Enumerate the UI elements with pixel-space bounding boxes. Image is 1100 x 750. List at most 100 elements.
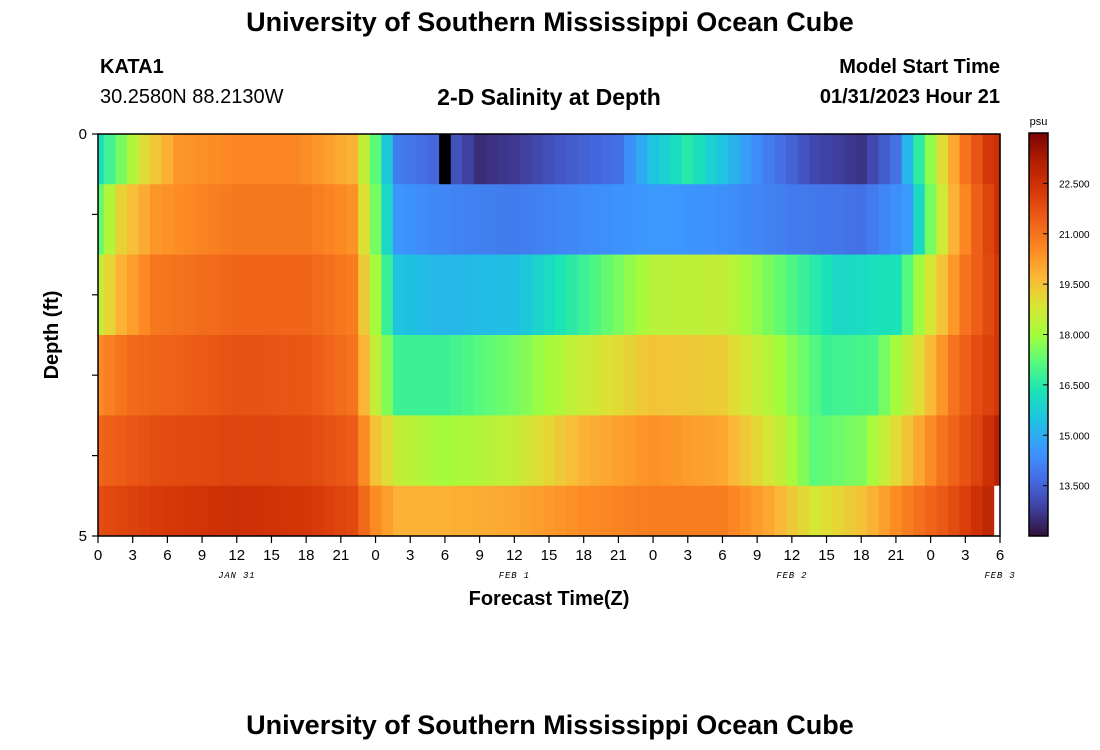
heatmap-cell bbox=[809, 485, 822, 537]
heatmap-cell bbox=[577, 415, 591, 487]
heatmap-cell bbox=[126, 335, 140, 416]
heatmap-cell bbox=[705, 254, 718, 336]
heatmap-cell bbox=[288, 184, 301, 256]
heatmap-cell bbox=[624, 184, 637, 256]
heatmap-cell bbox=[115, 415, 128, 487]
y-axis-title: Depth (ft) bbox=[41, 291, 63, 380]
heatmap-cell bbox=[681, 134, 695, 185]
heatmap-cell bbox=[381, 134, 394, 185]
heatmap-cell bbox=[797, 134, 810, 185]
heatmap-cell bbox=[496, 485, 510, 537]
heatmap-cell bbox=[196, 485, 209, 537]
heatmap-cell bbox=[647, 415, 660, 487]
heatmap-cell bbox=[485, 134, 498, 185]
heatmap-cell bbox=[98, 184, 105, 256]
heatmap-cell bbox=[982, 184, 995, 256]
heatmap-cell bbox=[670, 184, 683, 256]
heatmap-cell bbox=[936, 485, 949, 537]
heatmap-cell bbox=[716, 485, 729, 537]
colorbar-tick-label: 19.500 bbox=[1059, 280, 1090, 291]
heatmap-cell bbox=[496, 134, 510, 185]
heatmap-cell bbox=[566, 254, 579, 336]
heatmap-cell bbox=[878, 485, 891, 537]
heatmap-cell bbox=[416, 134, 429, 185]
heatmap-cell bbox=[150, 184, 163, 256]
heatmap-cell bbox=[346, 134, 359, 185]
heatmap-cell bbox=[161, 134, 174, 185]
heatmap-cell bbox=[427, 335, 440, 416]
heatmap-cell bbox=[947, 254, 961, 336]
heatmap-cell bbox=[150, 335, 163, 416]
heatmap-cell bbox=[138, 184, 151, 256]
heatmap-cell bbox=[601, 485, 614, 537]
heatmap-cell bbox=[554, 134, 567, 185]
heatmap-cell bbox=[693, 485, 706, 537]
heatmap-cell bbox=[242, 254, 255, 336]
heatmap-cell bbox=[323, 335, 336, 416]
heatmap-cell bbox=[254, 485, 267, 537]
heatmap-cell bbox=[959, 184, 972, 256]
heatmap-cell bbox=[601, 254, 614, 336]
heatmap-cell bbox=[277, 485, 290, 537]
heatmap-cell bbox=[947, 485, 961, 537]
heatmap-cell bbox=[381, 184, 394, 256]
heatmap-cell bbox=[774, 184, 787, 256]
heatmap-cell bbox=[601, 335, 614, 416]
heatmap-cell bbox=[381, 415, 394, 487]
heatmap-cell bbox=[809, 184, 822, 256]
heatmap-cell bbox=[554, 415, 567, 487]
heatmap-cell bbox=[716, 184, 729, 256]
heatmap-cell bbox=[624, 134, 637, 185]
heatmap-cell bbox=[369, 184, 382, 256]
heatmap-cell bbox=[924, 485, 937, 537]
heatmap-cell bbox=[265, 134, 278, 185]
heatmap-cell bbox=[323, 415, 336, 487]
heatmap-cell bbox=[300, 254, 313, 336]
heatmap-cell bbox=[797, 415, 810, 487]
heatmap-cell bbox=[115, 485, 128, 537]
heatmap-cell bbox=[404, 415, 417, 487]
heatmap-cell bbox=[311, 485, 325, 537]
heatmap-cell bbox=[392, 415, 406, 487]
heatmap-cell bbox=[485, 415, 498, 487]
heatmap-cell bbox=[520, 335, 533, 416]
heatmap-cell bbox=[658, 184, 672, 256]
heatmap-cell bbox=[265, 254, 278, 336]
heatmap-cell bbox=[392, 254, 406, 336]
heatmap-cell bbox=[739, 184, 752, 256]
heatmap-cell bbox=[913, 485, 926, 537]
heatmap-cell bbox=[832, 254, 845, 336]
heatmap-cell bbox=[508, 415, 521, 487]
heatmap-cell bbox=[462, 254, 475, 336]
heatmap-cell bbox=[311, 335, 325, 416]
heatmap-cell bbox=[589, 254, 602, 336]
heatmap-cell bbox=[913, 134, 926, 185]
heatmap-cell bbox=[820, 415, 833, 487]
heatmap-cell bbox=[577, 485, 591, 537]
heatmap-cell bbox=[254, 415, 267, 487]
heatmap-cell bbox=[624, 254, 637, 336]
heatmap-cell bbox=[288, 134, 301, 185]
heatmap-cell bbox=[878, 415, 891, 487]
heatmap-cell bbox=[890, 134, 903, 185]
heatmap-cell bbox=[439, 485, 452, 537]
heatmap-cell bbox=[196, 254, 209, 336]
heatmap-cell bbox=[311, 415, 325, 487]
heatmap-cell bbox=[358, 335, 371, 416]
heatmap-cell bbox=[936, 415, 949, 487]
heatmap-cell bbox=[878, 134, 891, 185]
heatmap-cell bbox=[473, 485, 486, 537]
heatmap-cell bbox=[346, 485, 359, 537]
heatmap-cell bbox=[450, 485, 463, 537]
heatmap-cell bbox=[311, 134, 325, 185]
heatmap-cell bbox=[531, 485, 544, 537]
heatmap-cell bbox=[173, 254, 186, 336]
heatmap-cell bbox=[265, 184, 278, 256]
heatmap-cell bbox=[855, 335, 868, 416]
heatmap-cell bbox=[335, 184, 348, 256]
heatmap-cell bbox=[716, 134, 729, 185]
heatmap-cell bbox=[404, 134, 417, 185]
heatmap-cell bbox=[311, 254, 325, 336]
footer-title: University of Southern Mississippi Ocean… bbox=[246, 710, 854, 740]
heatmap-cell bbox=[358, 485, 371, 537]
